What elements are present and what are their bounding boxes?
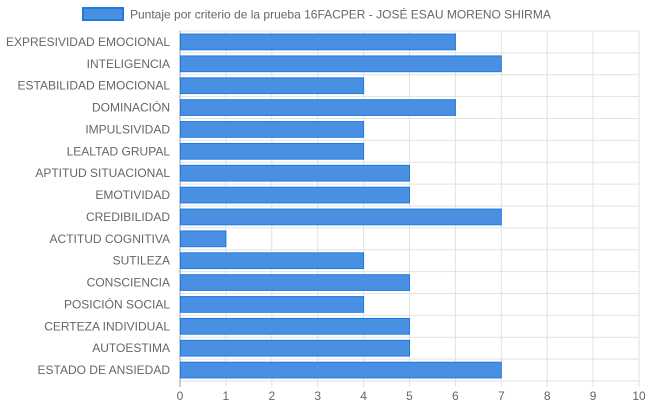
bar[interactable] — [180, 361, 502, 379]
bar[interactable] — [180, 55, 502, 73]
bar[interactable] — [180, 77, 365, 95]
bar[interactable] — [180, 296, 365, 313]
bar[interactable] — [180, 186, 410, 204]
category-label: POSICIÓN SOCIAL — [64, 296, 170, 311]
x-tick-label: 5 — [406, 389, 413, 403]
x-tick-label: 1 — [223, 389, 230, 403]
category-labels: EXPRESIVIDAD EMOCIONAL INTELIGENCIA ESTABI… — [6, 35, 170, 377]
category-label: ESTADO DE ANSIEDAD — [38, 363, 171, 377]
category-label: LEALTAD GRUPAL — [67, 144, 171, 158]
category-label: EMOTIVIDAD — [95, 188, 170, 202]
category-label: AUTOESTIMA — [92, 341, 170, 355]
bar[interactable] — [180, 164, 410, 182]
x-tick-label: 8 — [544, 389, 551, 403]
category-label: INTELIGENCIA — [87, 57, 170, 71]
x-tick-label: 3 — [314, 389, 321, 403]
x-tick-label: 10 — [632, 389, 646, 403]
x-tick-label: 7 — [498, 389, 505, 403]
category-label: ESTABILIDAD EMOCIONAL — [18, 79, 171, 93]
x-tick-label: 2 — [268, 389, 275, 403]
x-tick-label: 9 — [590, 389, 597, 403]
x-tick-label: 0 — [177, 389, 184, 403]
x-tick-label: 6 — [452, 389, 459, 403]
bar[interactable] — [180, 339, 410, 357]
legend[interactable]: Puntaje por criterio de la prueba 16FACP… — [82, 7, 551, 22]
bar[interactable] — [180, 99, 456, 116]
category-label: CONSCIENCIA — [87, 276, 170, 290]
bar[interactable] — [180, 274, 410, 291]
category-label: DOMINACIÓN — [92, 100, 170, 115]
category-label: CERTEZA INDIVIDUAL — [44, 319, 170, 333]
bar[interactable] — [180, 121, 365, 138]
bar[interactable] — [180, 252, 365, 270]
legend-swatch[interactable] — [82, 7, 124, 21]
bar[interactable] — [180, 33, 456, 51]
x-tick-labels: 0 1 2 3 4 5 6 7 8 9 10 — [177, 389, 646, 403]
category-label: APTITUD SITUACIONAL — [35, 166, 170, 180]
bars — [180, 33, 502, 379]
category-label: SUTILEZA — [113, 254, 170, 268]
category-label: CREDIBILIDAD — [86, 210, 170, 224]
bar[interactable] — [180, 208, 502, 226]
bar[interactable] — [180, 230, 227, 248]
bar[interactable] — [180, 142, 365, 160]
category-label: IMPULSIVIDAD — [85, 122, 170, 136]
legend-label[interactable]: Puntaje por criterio de la prueba 16FACP… — [130, 7, 551, 22]
x-tick-label: 4 — [360, 389, 367, 403]
category-label: EXPRESIVIDAD EMOCIONAL — [6, 35, 170, 49]
bar[interactable] — [180, 317, 410, 335]
category-label: ACTITUD COGNITIVA — [50, 232, 170, 246]
